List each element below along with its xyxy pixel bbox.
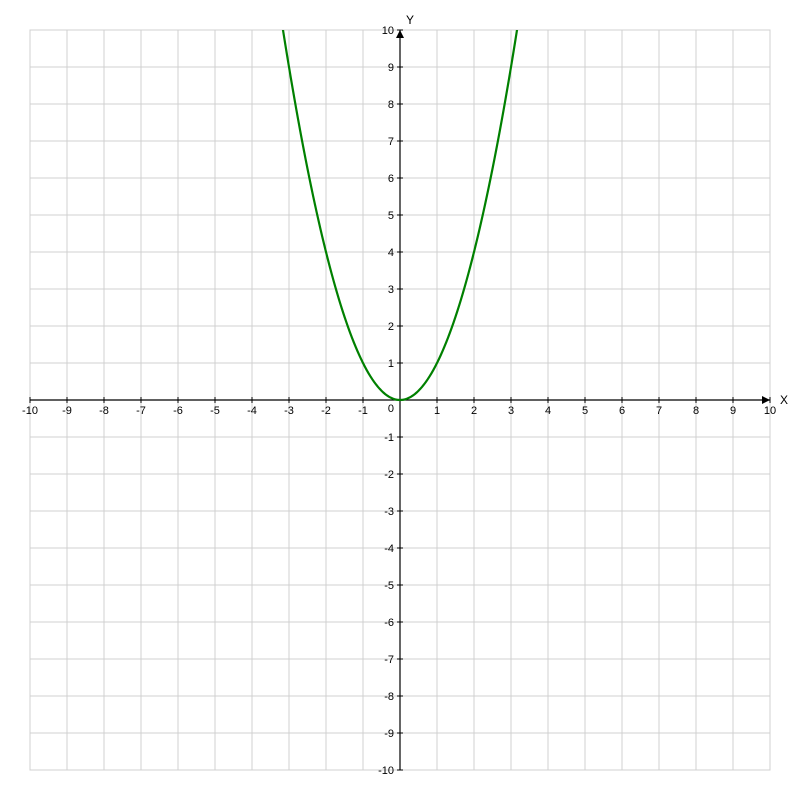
svg-text:5: 5 bbox=[388, 210, 394, 222]
svg-text:6: 6 bbox=[388, 173, 394, 185]
svg-text:-8: -8 bbox=[384, 691, 394, 703]
svg-text:1: 1 bbox=[434, 405, 440, 417]
svg-text:-5: -5 bbox=[210, 405, 220, 417]
svg-text:-7: -7 bbox=[136, 405, 146, 417]
svg-text:3: 3 bbox=[508, 405, 514, 417]
svg-text:-10: -10 bbox=[378, 765, 394, 777]
svg-text:5: 5 bbox=[582, 405, 588, 417]
svg-text:-2: -2 bbox=[384, 469, 394, 481]
svg-text:4: 4 bbox=[388, 247, 394, 259]
svg-text:-8: -8 bbox=[99, 405, 109, 417]
chart-container: -10-9-8-7-6-5-4-3-2-112345678910-10-9-8-… bbox=[0, 0, 800, 800]
svg-text:-3: -3 bbox=[384, 506, 394, 518]
svg-text:2: 2 bbox=[471, 405, 477, 417]
svg-text:-4: -4 bbox=[247, 405, 257, 417]
svg-text:10: 10 bbox=[382, 25, 394, 37]
svg-text:3: 3 bbox=[388, 284, 394, 296]
svg-text:-4: -4 bbox=[384, 543, 394, 555]
svg-text:-9: -9 bbox=[384, 728, 394, 740]
svg-text:-9: -9 bbox=[62, 405, 72, 417]
svg-text:9: 9 bbox=[730, 405, 736, 417]
svg-text:-10: -10 bbox=[22, 405, 38, 417]
svg-text:-6: -6 bbox=[173, 405, 183, 417]
svg-text:1: 1 bbox=[388, 358, 394, 370]
svg-text:7: 7 bbox=[388, 136, 394, 148]
svg-text:-1: -1 bbox=[358, 405, 368, 417]
svg-text:8: 8 bbox=[693, 405, 699, 417]
svg-text:-2: -2 bbox=[321, 405, 331, 417]
svg-text:-3: -3 bbox=[284, 405, 294, 417]
svg-text:-6: -6 bbox=[384, 617, 394, 629]
svg-text:2: 2 bbox=[388, 321, 394, 333]
x-axis-label: X bbox=[780, 393, 788, 407]
parabola-chart: -10-9-8-7-6-5-4-3-2-112345678910-10-9-8-… bbox=[0, 0, 800, 800]
svg-text:4: 4 bbox=[545, 405, 551, 417]
svg-text:0: 0 bbox=[388, 403, 394, 415]
svg-text:-1: -1 bbox=[384, 432, 394, 444]
y-axis-label: Y bbox=[406, 13, 414, 27]
svg-text:-5: -5 bbox=[384, 580, 394, 592]
svg-text:6: 6 bbox=[619, 405, 625, 417]
svg-text:9: 9 bbox=[388, 62, 394, 74]
svg-text:7: 7 bbox=[656, 405, 662, 417]
svg-text:8: 8 bbox=[388, 99, 394, 111]
svg-text:10: 10 bbox=[764, 405, 776, 417]
svg-text:-7: -7 bbox=[384, 654, 394, 666]
